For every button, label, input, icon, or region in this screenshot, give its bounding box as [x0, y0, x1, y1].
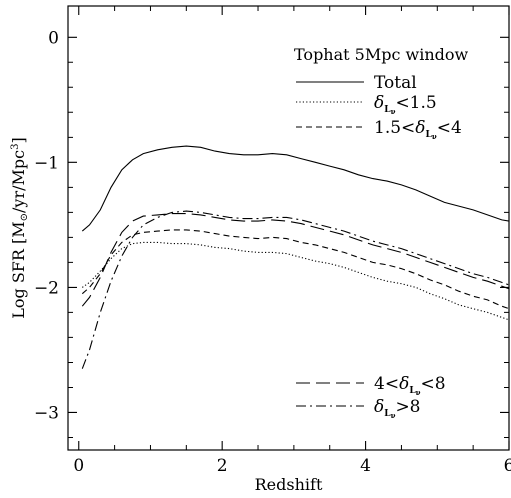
legend-label-dotted: δLν<1.5 — [374, 93, 437, 116]
x-tick-label: 2 — [217, 456, 228, 476]
y-tick-label: −3 — [34, 403, 59, 423]
x-tick-label: 4 — [360, 456, 371, 476]
legend-label-solid: Total — [374, 73, 417, 93]
x-axis-label: Redshift — [255, 475, 323, 494]
series-line-dashed — [81, 229, 510, 310]
y-tick-label: 0 — [48, 28, 59, 48]
series-line-longdash — [81, 213, 510, 307]
series-line-dashdot — [81, 210, 510, 369]
legend-label-dashdot: δLν>8 — [374, 397, 421, 420]
x-tick-label: 6 — [504, 456, 511, 476]
legend-label-dashed: 1.5<δLν<4 — [374, 118, 462, 141]
legend-title: Tophat 5Mpc window — [294, 45, 469, 64]
axes-frame — [67, 5, 510, 451]
y-axis-label: Log SFR [M⊙/yr/Mpc3] — [9, 137, 30, 318]
minor-ticks — [68, 6, 509, 450]
legend-label-longdash: 4<δLν<8 — [374, 374, 446, 397]
major-ticks — [68, 6, 510, 450]
axis-labels: Redshift Log SFR [M⊙/yr/Mpc3] — [9, 137, 323, 494]
plot-frame — [67, 5, 510, 451]
series-line-dotted — [81, 241, 510, 321]
y-tick-label: −1 — [34, 153, 59, 173]
x-tick-label: 0 — [73, 456, 84, 476]
axis-ticks: 0 2 4 6 0 −1 −2 −3 — [34, 6, 511, 476]
series-line-solid — [81, 145, 510, 232]
y-tick-label: −2 — [34, 278, 59, 298]
series-group — [81, 145, 510, 369]
